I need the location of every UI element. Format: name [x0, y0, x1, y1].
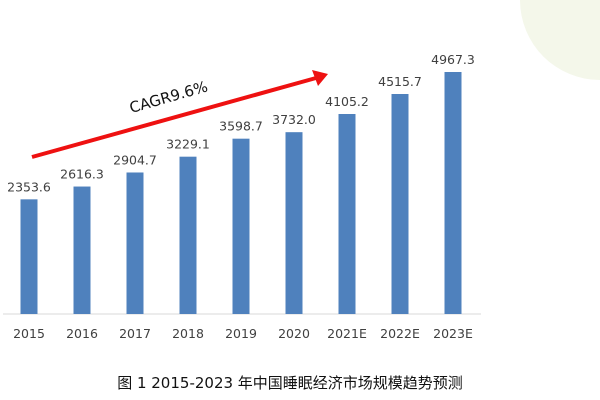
bar-2023E: [444, 72, 462, 314]
data-label: 4105.2: [325, 94, 369, 109]
bar-2018: [179, 156, 197, 314]
bar-2016: [73, 186, 91, 314]
x-tick-label: 2016: [66, 326, 98, 341]
data-label: 2353.6: [7, 179, 51, 194]
x-tick-label: 2018: [172, 326, 204, 341]
bar-2020: [285, 132, 303, 314]
data-label: 2904.7: [113, 152, 157, 167]
cagr-arrow: [31, 70, 328, 159]
bar-2022E: [391, 94, 409, 314]
x-tick-label: 2021E: [327, 326, 367, 341]
bar-2015: [20, 199, 38, 314]
data-label: 2616.3: [60, 167, 104, 182]
x-tick-label: 2017: [119, 326, 151, 341]
bar-2019: [232, 138, 250, 314]
figure-caption: 图 1 2015-2023 年中国睡眠经济市场规模趋势预测: [117, 374, 463, 392]
data-label: 3732.0: [272, 112, 316, 127]
data-label: 3229.1: [166, 137, 210, 152]
x-tick-label: 2022E: [380, 326, 420, 341]
data-label: 4515.7: [378, 74, 422, 89]
x-tick-label: 2019: [225, 326, 257, 341]
data-label: 4967.3: [431, 52, 475, 67]
bar-2017: [126, 172, 144, 314]
bar-2021E: [338, 114, 356, 314]
x-tick-label: 2020: [278, 326, 310, 341]
x-tick-label: 2015: [13, 326, 45, 341]
data-label: 3598.7: [219, 119, 263, 134]
x-tick-label: 2023E: [433, 326, 473, 341]
arrow-head-icon: [312, 70, 328, 86]
